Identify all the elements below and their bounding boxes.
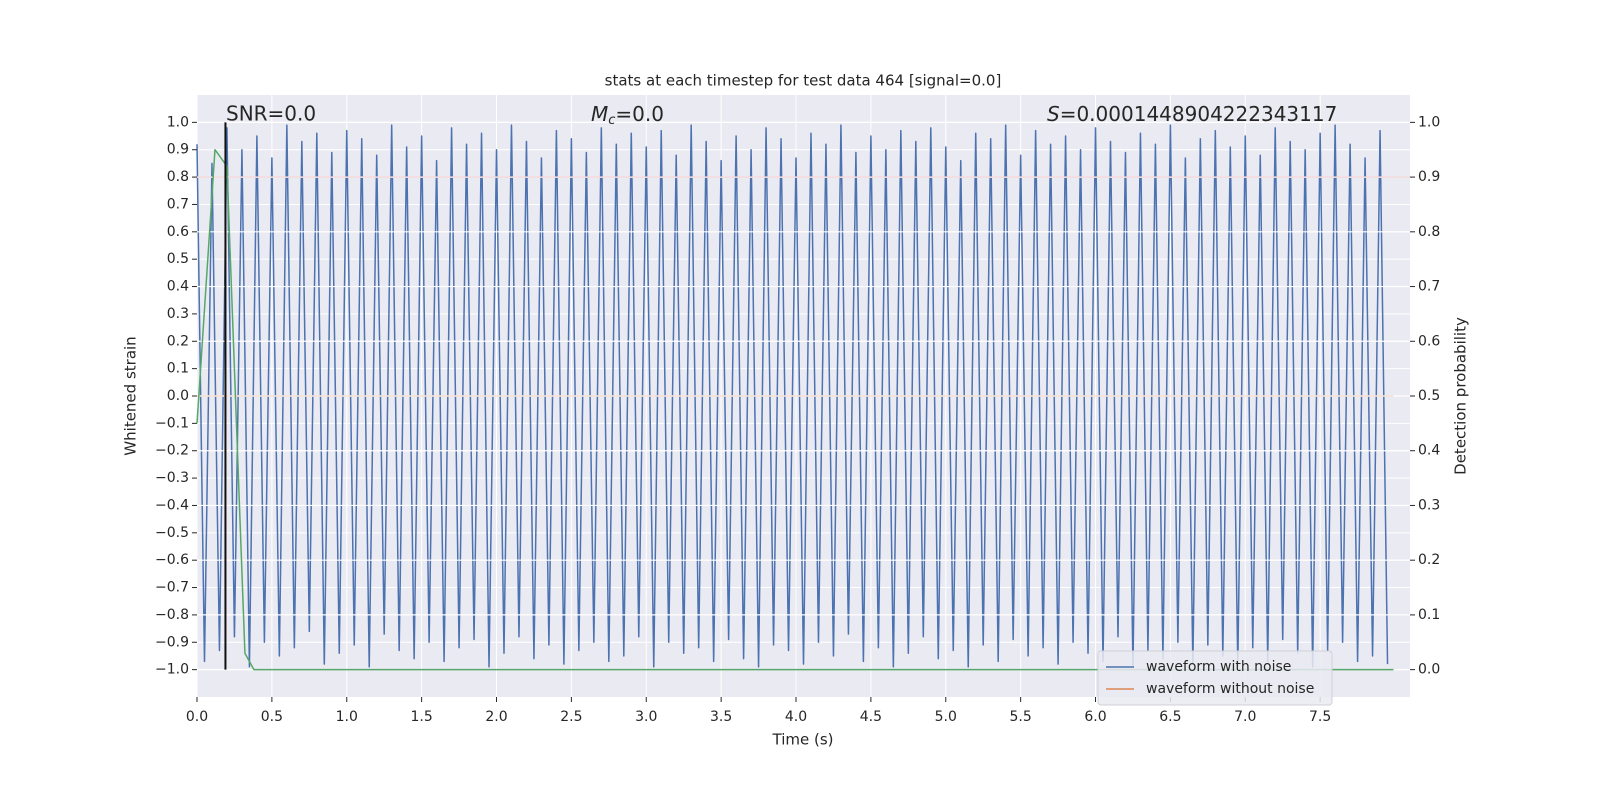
x-tick-label: 6.0	[1084, 709, 1106, 725]
y-axis-label: Whitened strain	[122, 336, 140, 455]
y2-tick-label: 0.6	[1418, 333, 1440, 349]
y-tick-label: 0.6	[167, 224, 189, 240]
x-tick-label: 6.5	[1159, 709, 1181, 725]
y-tick-label: −0.7	[155, 580, 189, 596]
y-tick-label: 0.3	[167, 306, 189, 322]
y-tick-label: 0.1	[167, 361, 189, 377]
y2-tick-label: 0.2	[1418, 552, 1440, 568]
overlay	[192, 121, 1415, 702]
y-tick-label: −0.8	[155, 607, 189, 623]
y-tick-label: 1.0	[167, 114, 189, 130]
s-value: =0.0001448904222343117	[1060, 102, 1338, 126]
y-tick-label: −0.3	[155, 470, 189, 486]
y-tick-label: −0.1	[155, 415, 189, 431]
y-tick-label: 0.8	[167, 169, 189, 185]
y2-tick-label: 0.1	[1418, 607, 1440, 623]
x-tick-label: 2.5	[560, 709, 582, 725]
snr-annotation: SNR=0.0	[226, 102, 316, 126]
x-tick-label: 5.0	[935, 709, 957, 725]
y-tick-label: 0.7	[167, 196, 189, 212]
y-tick-label: 0.0	[167, 388, 189, 404]
y2-tick-label: 0.3	[1418, 497, 1440, 513]
s-symbol: S	[1047, 102, 1060, 126]
legend: waveform with noise waveform without nois…	[1097, 650, 1333, 706]
x-tick-label: 5.5	[1010, 709, 1032, 725]
y-tick-label: −0.9	[155, 634, 189, 650]
y-tick-label: 0.9	[167, 142, 189, 158]
legend-label: waveform with noise	[1146, 659, 1291, 675]
x-tick-label: 3.5	[710, 709, 732, 725]
grid-y2	[197, 121, 1410, 671]
series-line	[196, 148, 1394, 671]
x-tick-label: 3.0	[635, 709, 657, 725]
legend-label: waveform without noise	[1146, 681, 1314, 697]
x-tick-label: 4.5	[860, 709, 882, 725]
y-tick-label: 0.4	[167, 279, 189, 295]
y2-tick-label: 0.5	[1418, 388, 1440, 404]
y-tick-label: −0.5	[155, 525, 189, 541]
x-tick-label: 0.0	[186, 709, 208, 725]
x-axis-label: Time (s)	[772, 731, 834, 749]
mc-symbol: M	[591, 102, 608, 126]
y-tick-label: −1.0	[155, 662, 189, 678]
x-tick-label: 7.5	[1309, 709, 1331, 725]
y2-axis-label: Detection probability	[1452, 317, 1470, 475]
chart-title: stats at each timestep for test data 464…	[605, 72, 1002, 90]
s-annotation: S=0.0001448904222343117	[1047, 102, 1337, 126]
legend-box	[1097, 650, 1333, 706]
y-tick-label: 0.2	[167, 333, 189, 349]
y2-tick-label: 1.0	[1418, 114, 1440, 130]
y2-tick-label: 0.9	[1418, 169, 1440, 185]
y-tick-label: 0.5	[167, 251, 189, 267]
x-tick-label: 2.0	[485, 709, 507, 725]
y2-tick-label: 0.4	[1418, 443, 1440, 459]
x-tick-label: 7.0	[1234, 709, 1256, 725]
mc-value: =0.0	[615, 102, 664, 126]
mc-annotation: Mc=0.0	[591, 102, 664, 128]
y-tick-label: −0.2	[155, 443, 189, 459]
y-tick-label: −0.4	[155, 497, 189, 513]
y2-tick-label: 0.8	[1418, 224, 1440, 240]
y-tick-label: −0.6	[155, 552, 189, 568]
x-tick-label: 4.0	[785, 709, 807, 725]
x-tick-label: 1.5	[410, 709, 432, 725]
x-tick-label: 0.5	[261, 709, 283, 725]
y2-tick-label: 0.7	[1418, 279, 1440, 295]
series-line	[196, 124, 1389, 668]
x-tick-label: 1.0	[336, 709, 358, 725]
mc-subscript: c	[608, 113, 615, 128]
y2-tick-label: 0.0	[1418, 662, 1440, 678]
